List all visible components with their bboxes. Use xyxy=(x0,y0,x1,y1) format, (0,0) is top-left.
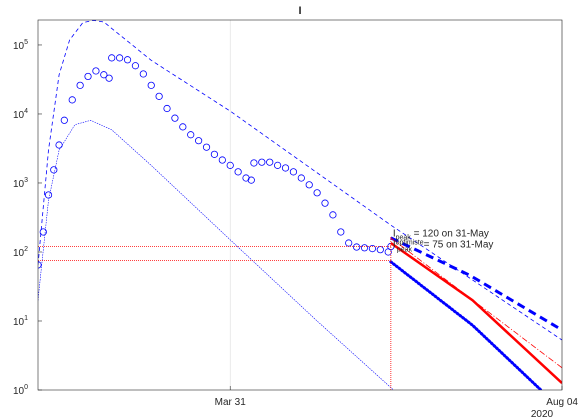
peak-base: I xyxy=(393,229,396,240)
y-tick-exponent: 1 xyxy=(24,315,28,322)
y-tick-base: 10 xyxy=(13,110,25,121)
data-point xyxy=(210,150,219,158)
peak-text: = 75 on 31-May xyxy=(421,240,494,251)
data-point xyxy=(202,143,211,151)
data-point xyxy=(218,156,226,164)
data-point xyxy=(195,137,203,145)
x-tick-label: Mar 31 xyxy=(215,397,247,408)
y-tick-label: 101 xyxy=(13,315,28,328)
y-tick-exponent: 2 xyxy=(24,246,28,253)
data-point xyxy=(105,74,113,82)
series-line xyxy=(390,241,562,385)
plot-layer xyxy=(38,20,562,390)
data-point xyxy=(187,131,195,139)
data-point xyxy=(76,81,84,89)
data-point xyxy=(266,158,274,166)
peak-sup: optimiste xyxy=(396,240,424,247)
data-point xyxy=(116,54,124,62)
y-tick-exponent: 4 xyxy=(24,108,28,115)
y-tick-exponent: 5 xyxy=(24,39,28,46)
data-point xyxy=(147,81,155,89)
data-point xyxy=(297,174,305,182)
y-tick-label: 105 xyxy=(13,39,28,52)
data-point xyxy=(131,62,140,70)
series-line xyxy=(389,260,543,390)
data-point xyxy=(234,168,242,176)
data-point xyxy=(50,166,58,174)
peak-base: I xyxy=(393,240,396,251)
y-tick-label: 104 xyxy=(13,108,28,121)
y-tick-exponent: 0 xyxy=(24,384,28,391)
peak-annotation: Ioptimiste peak = 75 on 31-May xyxy=(393,240,494,254)
chart-title: I xyxy=(298,5,301,17)
data-point xyxy=(305,181,313,189)
data-point xyxy=(92,67,100,75)
y-tick-label: 100 xyxy=(13,384,28,397)
peak-text: = 120 on 31-May xyxy=(411,229,489,240)
data-point xyxy=(274,161,282,169)
data-point xyxy=(44,191,53,199)
data-point xyxy=(108,54,116,62)
series-line xyxy=(38,119,394,390)
data-point xyxy=(247,176,255,184)
data-point xyxy=(226,161,234,169)
data-point xyxy=(250,159,258,167)
data-point xyxy=(242,174,250,182)
y-tick-base: 10 xyxy=(13,317,25,328)
x-tick-label: Aug 04 xyxy=(546,397,578,408)
data-point xyxy=(360,244,369,252)
data-point xyxy=(329,211,337,219)
data-point xyxy=(353,243,361,251)
y-tick-label: 103 xyxy=(13,177,28,190)
data-point xyxy=(258,158,266,166)
y-tick-base: 10 xyxy=(13,41,25,52)
data-point xyxy=(313,189,321,197)
data-point xyxy=(100,71,108,79)
y-tick-base: 10 xyxy=(13,386,25,397)
data-point xyxy=(39,228,47,236)
series-line xyxy=(390,236,562,332)
axes-box xyxy=(37,19,563,391)
data-point xyxy=(139,70,147,78)
data-point xyxy=(171,114,179,122)
data-point xyxy=(84,72,92,81)
data-point xyxy=(38,261,42,269)
x-year-label: 2020 xyxy=(531,409,554,420)
peak-annotation: Ipeak = 120 on 31-May xyxy=(393,229,489,242)
data-point xyxy=(179,123,187,131)
data-point xyxy=(68,96,76,104)
peak-sub: peak xyxy=(397,247,413,254)
y-tick-base: 10 xyxy=(13,179,25,190)
data-point xyxy=(123,56,132,64)
y-tick-exponent: 3 xyxy=(24,177,28,184)
y-tick-label: 102 xyxy=(13,246,28,259)
data-point xyxy=(368,244,377,253)
data-point xyxy=(60,116,68,124)
data-point xyxy=(337,228,345,236)
peak-sub: peak xyxy=(396,235,412,242)
data-point xyxy=(321,199,329,207)
data-point xyxy=(163,104,171,113)
data-point xyxy=(155,92,163,100)
data-point xyxy=(289,168,298,176)
data-point xyxy=(281,164,290,172)
y-tick-base: 10 xyxy=(13,248,25,259)
